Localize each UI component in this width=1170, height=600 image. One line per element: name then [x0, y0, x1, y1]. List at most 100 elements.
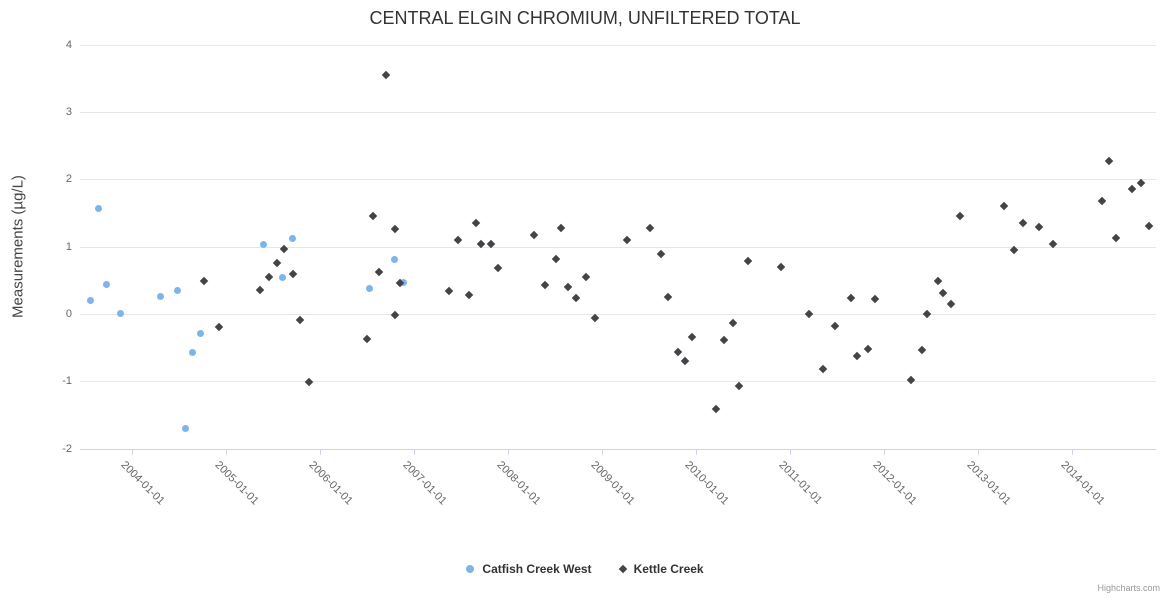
data-point-kettle-creek[interactable]: [743, 256, 753, 266]
x-axis-tick: [508, 450, 509, 455]
x-axis-tick-label: 2014-01-01: [1058, 459, 1107, 508]
data-point-kettle-creek[interactable]: [556, 223, 565, 233]
data-point-kettle-creek[interactable]: [1018, 219, 1028, 228]
data-point-kettle-creek[interactable]: [728, 318, 738, 328]
data-point-catfish-creek-west[interactable]: [157, 293, 165, 301]
data-point-kettle-creek[interactable]: [571, 293, 581, 303]
data-point-kettle-creek[interactable]: [663, 292, 673, 302]
x-axis-tick: [320, 450, 322, 455]
x-axis-tick: [696, 450, 698, 455]
data-point-catfish-creek-west[interactable]: [366, 284, 374, 292]
legend-label: Catfish Creek West: [482, 562, 592, 576]
data-point-kettle-creek[interactable]: [687, 332, 696, 342]
data-point-kettle-creek[interactable]: [390, 310, 400, 320]
data-point-catfish-creek-west[interactable]: [278, 273, 286, 281]
data-point-kettle-creek[interactable]: [453, 236, 463, 245]
y-gridline: [80, 179, 1156, 181]
data-point-kettle-creek[interactable]: [946, 299, 956, 309]
data-point-catfish-creek-west[interactable]: [391, 255, 399, 263]
data-point-kettle-creek[interactable]: [645, 223, 655, 233]
data-point-kettle-creek[interactable]: [863, 344, 873, 353]
data-point-kettle-creek[interactable]: [374, 267, 384, 277]
data-point-kettle-creek[interactable]: [999, 201, 1009, 211]
data-point-kettle-creek[interactable]: [1144, 221, 1154, 231]
data-point-kettle-creek[interactable]: [381, 71, 390, 80]
data-point-kettle-creek[interactable]: [214, 322, 223, 332]
x-axis-tick: [790, 450, 792, 455]
data-point-kettle-creek[interactable]: [673, 347, 683, 357]
data-point-kettle-creek[interactable]: [776, 262, 786, 271]
data-point-kettle-creek[interactable]: [288, 269, 298, 279]
data-point-kettle-creek[interactable]: [804, 310, 814, 319]
y-axis-tick-label: 4: [65, 38, 72, 51]
x-axis-tick-label: 2005-01-01: [212, 459, 261, 508]
data-point-kettle-creek[interactable]: [255, 285, 265, 295]
data-point-kettle-creek[interactable]: [444, 286, 454, 296]
data-point-kettle-creek[interactable]: [295, 316, 305, 325]
data-point-kettle-creek[interactable]: [199, 276, 209, 285]
data-point-kettle-creek[interactable]: [368, 211, 378, 221]
data-point-kettle-creek[interactable]: [529, 230, 539, 240]
data-point-catfish-creek-west[interactable]: [189, 348, 197, 356]
data-point-catfish-creek-west[interactable]: [103, 281, 111, 289]
data-point-kettle-creek[interactable]: [870, 294, 879, 304]
data-point-kettle-creek[interactable]: [390, 225, 399, 234]
data-point-kettle-creek[interactable]: [272, 258, 282, 268]
data-point-kettle-creek[interactable]: [680, 356, 690, 366]
data-point-kettle-creek[interactable]: [846, 293, 856, 303]
data-point-kettle-creek[interactable]: [1034, 222, 1044, 232]
data-point-kettle-creek[interactable]: [304, 378, 314, 387]
data-point-kettle-creek[interactable]: [917, 345, 927, 355]
x-axis-tick: [414, 450, 416, 455]
data-point-kettle-creek[interactable]: [581, 273, 591, 282]
data-point-kettle-creek[interactable]: [540, 281, 550, 290]
data-point-kettle-creek[interactable]: [938, 288, 948, 298]
data-point-kettle-creek[interactable]: [955, 211, 965, 221]
data-point-kettle-creek[interactable]: [734, 382, 744, 391]
y-gridline: [80, 44, 1156, 46]
x-axis-tick-label: 2012-01-01: [870, 459, 919, 508]
data-point-kettle-creek[interactable]: [1111, 233, 1121, 243]
x-axis-tick-label: 2013-01-01: [964, 459, 1013, 508]
data-point-kettle-creek[interactable]: [852, 351, 861, 361]
y-axis-tick-label: 0: [65, 307, 72, 320]
data-point-catfish-creek-west[interactable]: [87, 296, 95, 304]
data-point-kettle-creek[interactable]: [818, 364, 827, 374]
x-axis-tick: [226, 450, 228, 455]
data-point-catfish-creek-west[interactable]: [173, 287, 181, 295]
data-point-kettle-creek[interactable]: [622, 236, 632, 245]
legend-label: Kettle Creek: [633, 562, 704, 576]
data-point-kettle-creek[interactable]: [711, 405, 721, 414]
data-point-kettle-creek[interactable]: [1127, 184, 1136, 194]
data-point-catfish-creek-west[interactable]: [95, 205, 103, 213]
data-point-kettle-creek[interactable]: [830, 322, 839, 331]
data-point-kettle-creek[interactable]: [551, 254, 561, 264]
data-point-catfish-creek-west[interactable]: [197, 329, 205, 337]
y-gridline: [80, 246, 1156, 248]
data-point-kettle-creek[interactable]: [656, 249, 665, 258]
x-axis-tick: [884, 450, 885, 455]
y-axis-title: Measurements (µg/L): [9, 175, 27, 318]
highcharts-credit-link[interactable]: Highcharts.com: [1097, 583, 1160, 593]
legend-item-kettle-creek[interactable]: Kettle Creek: [618, 562, 704, 576]
data-point-kettle-creek[interactable]: [922, 310, 932, 319]
data-point-catfish-creek-west[interactable]: [289, 234, 297, 242]
data-point-kettle-creek[interactable]: [933, 277, 943, 286]
y-axis-tick-label: -1: [62, 375, 72, 388]
data-point-kettle-creek[interactable]: [1097, 196, 1106, 205]
data-point-kettle-creek[interactable]: [464, 291, 473, 300]
data-point-kettle-creek[interactable]: [719, 335, 729, 345]
data-point-kettle-creek[interactable]: [264, 273, 274, 282]
data-point-kettle-creek[interactable]: [493, 263, 502, 273]
data-point-kettle-creek[interactable]: [362, 334, 372, 344]
data-point-catfish-creek-west[interactable]: [181, 425, 189, 433]
data-point-kettle-creek[interactable]: [1104, 156, 1113, 166]
data-point-catfish-creek-west[interactable]: [117, 310, 125, 318]
x-axis-tick-label: 2009-01-01: [588, 459, 637, 508]
data-point-kettle-creek[interactable]: [563, 283, 572, 292]
legend-item-catfish-creek-west[interactable]: Catfish Creek West: [466, 562, 592, 576]
data-point-catfish-creek-west[interactable]: [260, 240, 268, 248]
data-point-kettle-creek[interactable]: [471, 218, 481, 227]
data-point-kettle-creek[interactable]: [906, 375, 915, 384]
